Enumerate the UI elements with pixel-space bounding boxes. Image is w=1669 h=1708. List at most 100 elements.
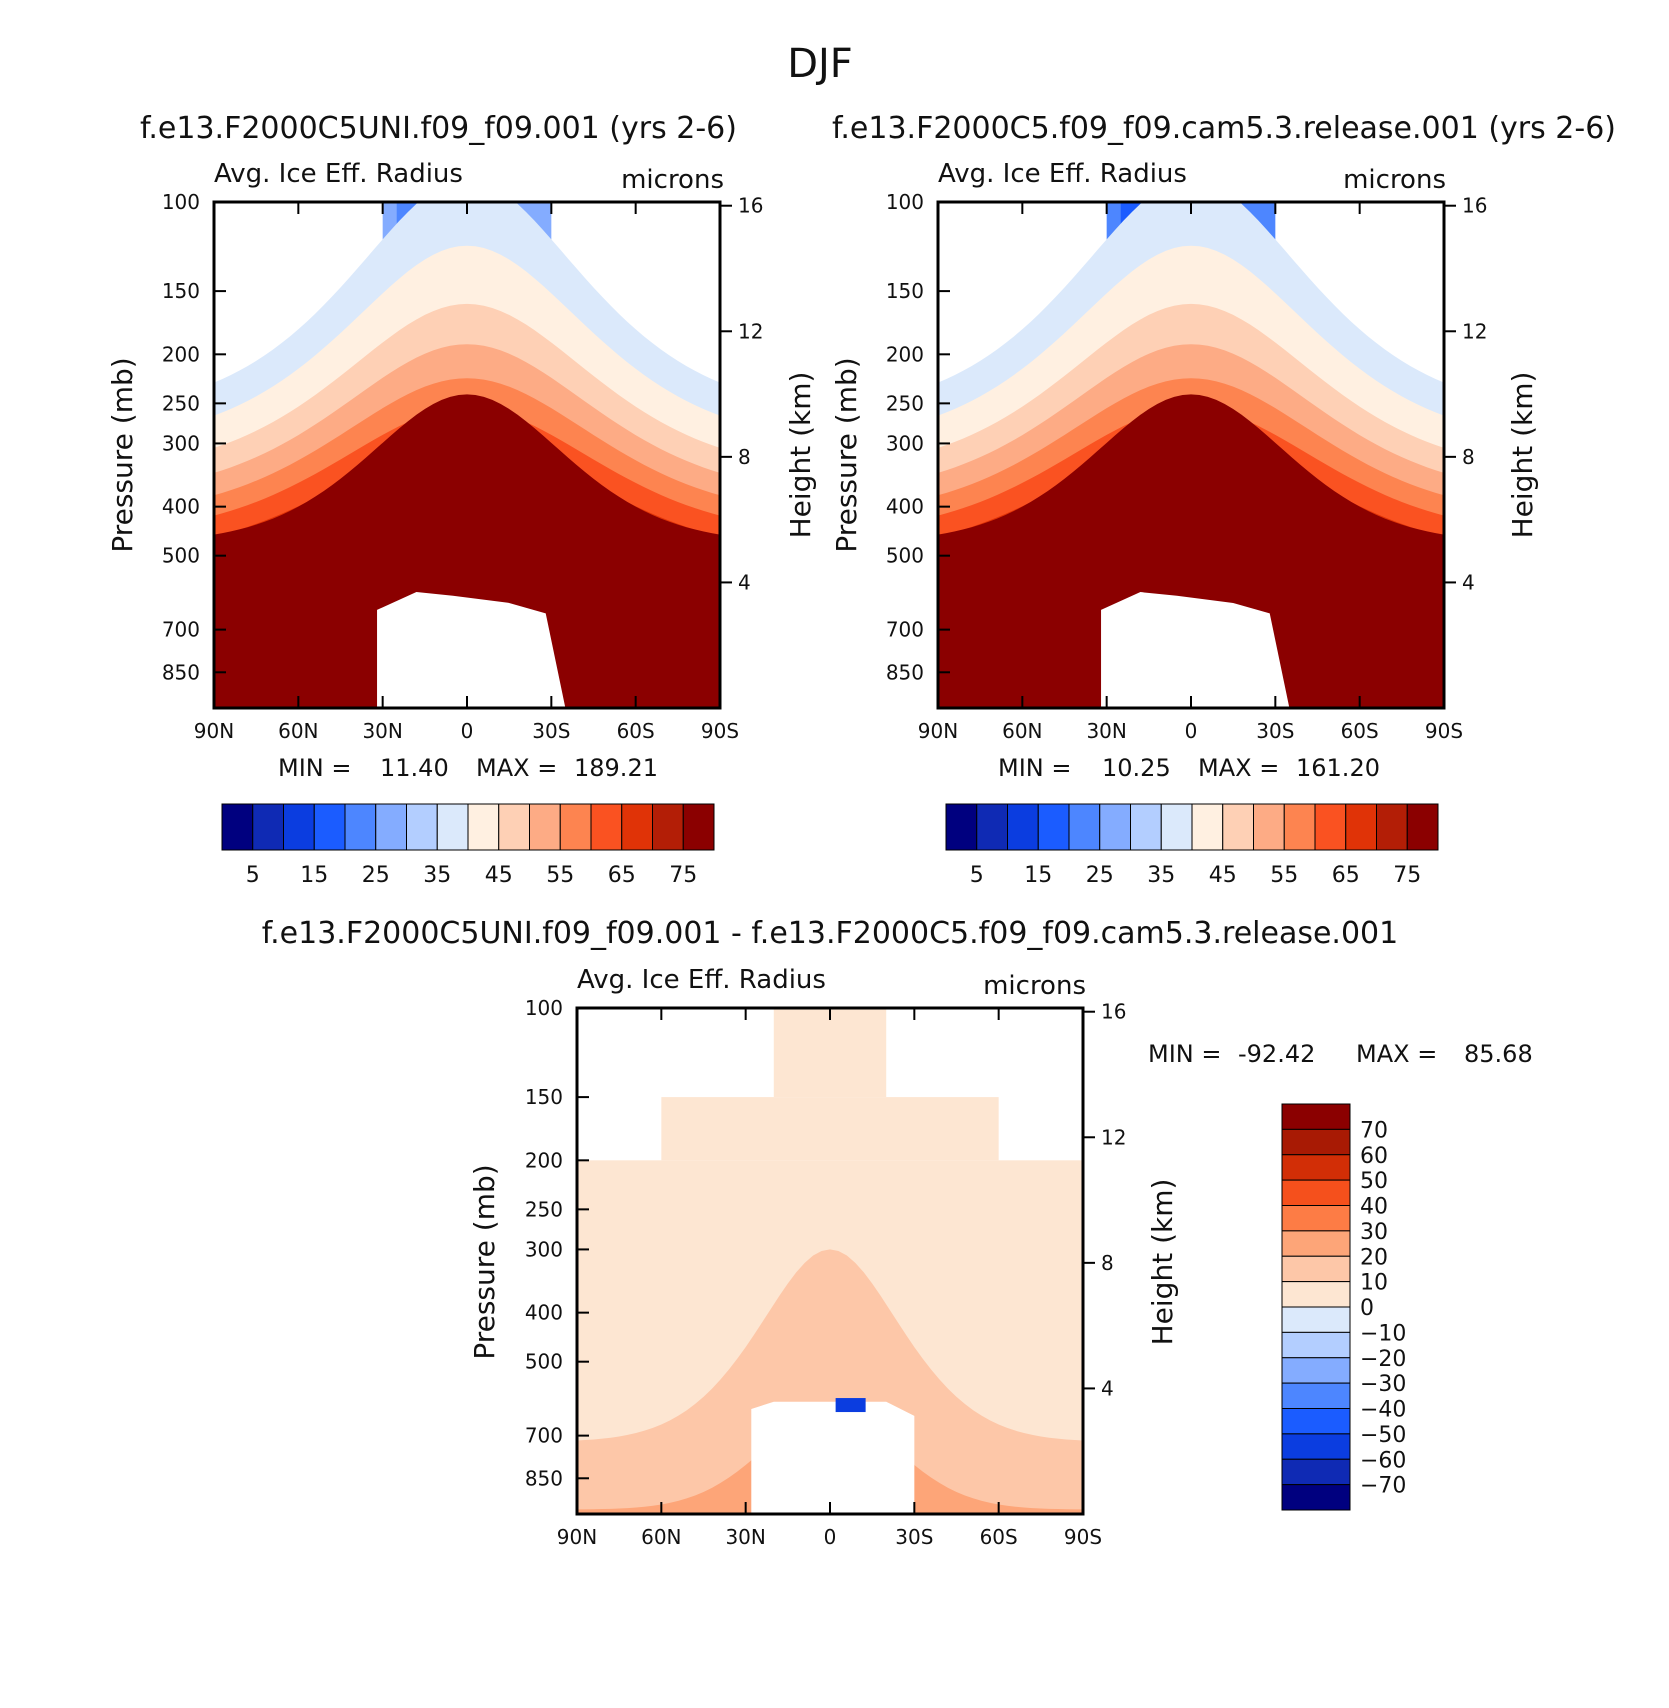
height-tick-label: 12 xyxy=(1462,319,1487,343)
height-tick-label: 16 xyxy=(738,194,763,218)
colorbar-swatch xyxy=(1406,803,1439,851)
max-value: 161.20 xyxy=(1296,754,1380,782)
y-tick-label: 700 xyxy=(525,1424,563,1448)
x-tick-label: 0 xyxy=(1185,719,1198,743)
colorbar-label: −30 xyxy=(1360,1372,1406,1397)
height-axis: 16 12 8 4 xyxy=(1083,1000,1126,1400)
colorbar-label: −70 xyxy=(1360,1474,1406,1499)
y-tick-label: 300 xyxy=(886,431,924,455)
colorbar-swatch xyxy=(1281,1331,1351,1359)
colorbar-label: 65 xyxy=(608,863,636,888)
x-tick-label: 30S xyxy=(895,1525,933,1549)
colorbar-swatch xyxy=(406,803,438,851)
colorbar-label: 5 xyxy=(246,863,260,888)
units-label: microns xyxy=(983,971,1086,1001)
x-tick-label: 30S xyxy=(532,719,570,743)
colorbar-label: 10 xyxy=(1360,1271,1388,1296)
colorbar-label: 15 xyxy=(300,863,328,888)
colorbar-swatch xyxy=(621,803,653,851)
x-tick-label: 90N xyxy=(918,719,958,743)
y-tick-label: 250 xyxy=(162,391,200,415)
y-tick-label: 200 xyxy=(525,1148,563,1172)
diff-negative-spot xyxy=(835,1398,866,1413)
colorbar-label: 45 xyxy=(485,863,513,888)
x-tick-label: 60S xyxy=(1341,719,1379,743)
figure-title: DJF xyxy=(787,41,853,87)
panel-1: f.e13.F2000C5UNI.f09_f09.001 (yrs 2-6) A… xyxy=(106,111,817,888)
y-tick-label: 850 xyxy=(886,660,924,684)
x-tick-label: 90N xyxy=(557,1525,597,1549)
height-tick-label: 12 xyxy=(738,319,763,343)
panel-title: f.e13.F2000C5.f09_f09.cam5.3.release.001… xyxy=(832,111,1616,146)
x-tick-label: 60N xyxy=(1002,719,1042,743)
colorbar-swatch xyxy=(1281,1382,1351,1409)
colorbar-swatch xyxy=(1281,1458,1351,1486)
x-tick-label: 90S xyxy=(1425,719,1463,743)
min-value: 10.25 xyxy=(1102,754,1171,782)
units-label: microns xyxy=(621,165,724,195)
y-tick-label: 100 xyxy=(886,190,924,214)
height-tick-label: 8 xyxy=(1462,445,1475,469)
height-tick-label: 4 xyxy=(738,570,751,594)
colorbar-label: −10 xyxy=(1360,1321,1406,1346)
colorbar-label: 5 xyxy=(970,863,984,888)
min-value: 11.40 xyxy=(380,754,449,782)
y-tick-label: 200 xyxy=(162,342,200,366)
diff-region-near-zero xyxy=(661,1097,999,1161)
colorbar-swatch xyxy=(1281,1306,1351,1333)
contour-field xyxy=(938,202,1444,708)
colorbar-swatch xyxy=(1222,803,1254,851)
height-axis-label: Height (km) xyxy=(784,372,817,539)
height-tick-label: 8 xyxy=(738,445,751,469)
colorbar-swatch xyxy=(1345,803,1377,851)
variable-label: Avg. Ice Eff. Radius xyxy=(577,965,826,995)
y-tick-label: 500 xyxy=(162,544,200,568)
colorbar-swatch xyxy=(1281,1484,1351,1511)
panel-title: f.e13.F2000C5UNI.f09_f09.001 - f.e13.F20… xyxy=(262,916,1398,951)
x-tick-label: 60N xyxy=(641,1525,681,1549)
y-tick-label: 400 xyxy=(886,495,924,519)
y-axis-label: Pressure (mb) xyxy=(468,1164,501,1359)
colorbar-label: 20 xyxy=(1360,1245,1388,1270)
colorbar-swatch xyxy=(1099,803,1131,851)
colorbar-swatch xyxy=(436,803,469,851)
max-label: MAX = xyxy=(1198,754,1279,782)
colorbar-swatch xyxy=(529,803,561,851)
colorbar-label: 15 xyxy=(1024,863,1052,888)
colorbar-label: 25 xyxy=(362,863,390,888)
colorbar-swatch xyxy=(1281,1128,1351,1156)
colorbar-label: 25 xyxy=(1086,863,1114,888)
colorbar-swatch xyxy=(498,803,530,851)
height-axis-label: Height (km) xyxy=(1506,372,1539,539)
height-axis: 16 12 8 4 xyxy=(720,194,763,594)
y-tick-label: 700 xyxy=(886,618,924,642)
variable-label: Avg. Ice Eff. Radius xyxy=(938,159,1187,189)
x-axis: 90N 60N 30N 0 30S 60S 90S xyxy=(557,1008,1102,1549)
height-axis: 16 12 8 4 xyxy=(1444,194,1487,594)
colorbar-label: 60 xyxy=(1360,1144,1388,1169)
height-axis-label: Height (km) xyxy=(1146,1179,1179,1346)
y-tick-label: 500 xyxy=(886,544,924,568)
colorbar-swatch xyxy=(344,803,377,851)
height-tick-label: 4 xyxy=(1101,1376,1114,1400)
min-label: MIN = xyxy=(278,754,351,782)
y-tick-label: 200 xyxy=(886,342,924,366)
colorbar-swatch xyxy=(1281,1103,1351,1130)
y-tick-label: 100 xyxy=(525,996,563,1020)
colorbar-swatch xyxy=(1281,1154,1351,1181)
y-axis: 100 150 200 250 300 400 500 700 850 xyxy=(886,190,950,684)
colorbar-label: 30 xyxy=(1360,1220,1388,1245)
colorbar-label: −50 xyxy=(1360,1423,1406,1448)
colorbar-label: 55 xyxy=(546,863,574,888)
y-tick-label: 150 xyxy=(886,279,924,303)
colorbar-swatch xyxy=(682,803,715,851)
colorbar-swatch xyxy=(1376,803,1408,851)
max-label: MAX = xyxy=(1356,1040,1437,1068)
y-tick-label: 400 xyxy=(162,495,200,519)
colorbar-swatch xyxy=(1281,1408,1351,1435)
colorbar: 5 15 25 35 45 55 65 75 xyxy=(945,803,1439,888)
colorbar-label: −60 xyxy=(1360,1448,1406,1473)
colorbar-label: 50 xyxy=(1360,1169,1388,1194)
colorbar-swatch xyxy=(945,803,978,851)
